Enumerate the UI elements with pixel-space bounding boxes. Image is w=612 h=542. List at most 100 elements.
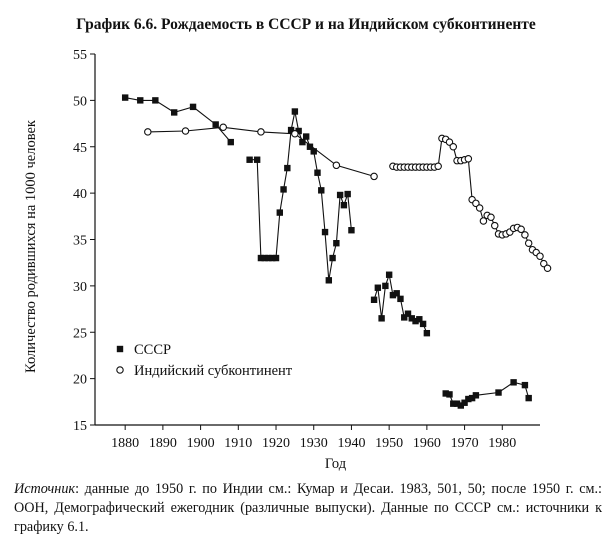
data-point [464,155,473,163]
data-point [510,379,517,386]
legend-marker-india [116,366,124,374]
data-point [401,314,408,321]
x-tick-label: 1980 [488,436,516,451]
series-ussr [121,94,532,409]
data-point [446,391,453,398]
y-tick-label: 55 [73,48,87,63]
data-point [419,320,427,328]
data-point [385,271,393,278]
data-point [302,133,310,140]
data-point [453,400,461,407]
data-point [536,252,544,260]
y-tick-label: 20 [73,373,87,388]
y-tick-label: 15 [73,419,87,434]
data-point [472,392,480,399]
data-point [314,169,321,176]
data-point [374,284,382,291]
x-axis-label: Год [325,456,347,472]
y-tick-label: 35 [73,234,87,249]
data-point [389,291,397,299]
data-point [404,310,412,317]
data-point [336,191,344,199]
x-tick-label: 1950 [375,436,403,451]
data-point [137,97,144,104]
data-point [121,94,129,101]
data-point [321,228,329,236]
data-point [306,143,314,150]
data-point [257,254,265,262]
data-point [449,143,458,151]
data-point [397,295,404,303]
data-point [287,126,295,134]
data-point [284,164,291,172]
data-point [170,109,178,116]
y-tick-label: 30 [73,280,87,295]
data-point [465,395,472,403]
series-india [144,123,552,273]
data-point [344,190,351,198]
plot-area [121,94,552,409]
legend: СССР Индийский субконтинент [116,342,293,379]
data-point [524,239,533,247]
x-tick-label: 1920 [262,436,290,451]
x-tick-label: 1910 [224,436,252,451]
data-point [272,254,280,262]
chart-svg: 15 20 25 30 35 40 45 50 55 1880 1890 1900 1910 1920 19… [23,48,552,472]
data-point [517,225,525,234]
data-point [370,172,378,181]
y-tick-label: 40 [73,187,87,202]
data-point [382,282,389,290]
data-point [450,400,457,407]
x-tick-label: 1930 [300,436,328,451]
caption: Источник: данные до 1950 г. по Индии см.… [14,480,602,537]
data-point [393,290,400,297]
data-point [412,317,419,325]
data-point [295,127,302,135]
data-point [333,240,340,247]
series-line [373,272,428,334]
data-point [479,217,488,225]
data-point [280,186,287,193]
data-point [329,254,336,262]
data-point [521,231,529,239]
axes-group: 15 20 25 30 35 40 45 50 55 1880 1890 1900 1910 1920 19… [23,48,540,472]
data-point [276,209,283,216]
data-point [257,128,265,136]
data-point [269,254,276,262]
x-tick-label: 1880 [111,436,139,451]
x-tick-label: 1960 [413,436,441,451]
series-line [125,97,232,143]
data-point [423,329,431,337]
data-point [378,315,385,322]
data-point [291,130,299,138]
data-point [370,296,378,303]
data-point [181,127,190,135]
caption-source-label: Источник [14,481,76,497]
x-tick-label: 1890 [149,436,177,451]
x-tick-label: 1940 [337,436,365,451]
data-point [434,162,442,170]
data-point [468,394,476,402]
data-point [475,204,484,212]
data-point [253,156,261,163]
data-point [212,121,219,128]
data-point [408,315,415,322]
data-point [495,389,502,396]
x-tick-label: 1970 [451,436,479,451]
data-point [152,97,159,104]
data-point [332,161,341,170]
data-point [525,394,532,402]
data-point [318,187,325,194]
data-point [325,277,333,284]
data-point [340,201,348,209]
data-point [490,221,499,230]
data-point [291,108,299,115]
data-point [543,264,552,273]
data-point [246,156,253,163]
data-point [299,138,306,146]
data-point [461,399,468,406]
legend-label-india: Индийский субконтинент [134,363,293,379]
caption-text: : данные до 1950 г. по Индии см.: Кумар … [14,481,602,535]
data-point [144,128,152,136]
y-tick-label: 25 [73,326,87,341]
